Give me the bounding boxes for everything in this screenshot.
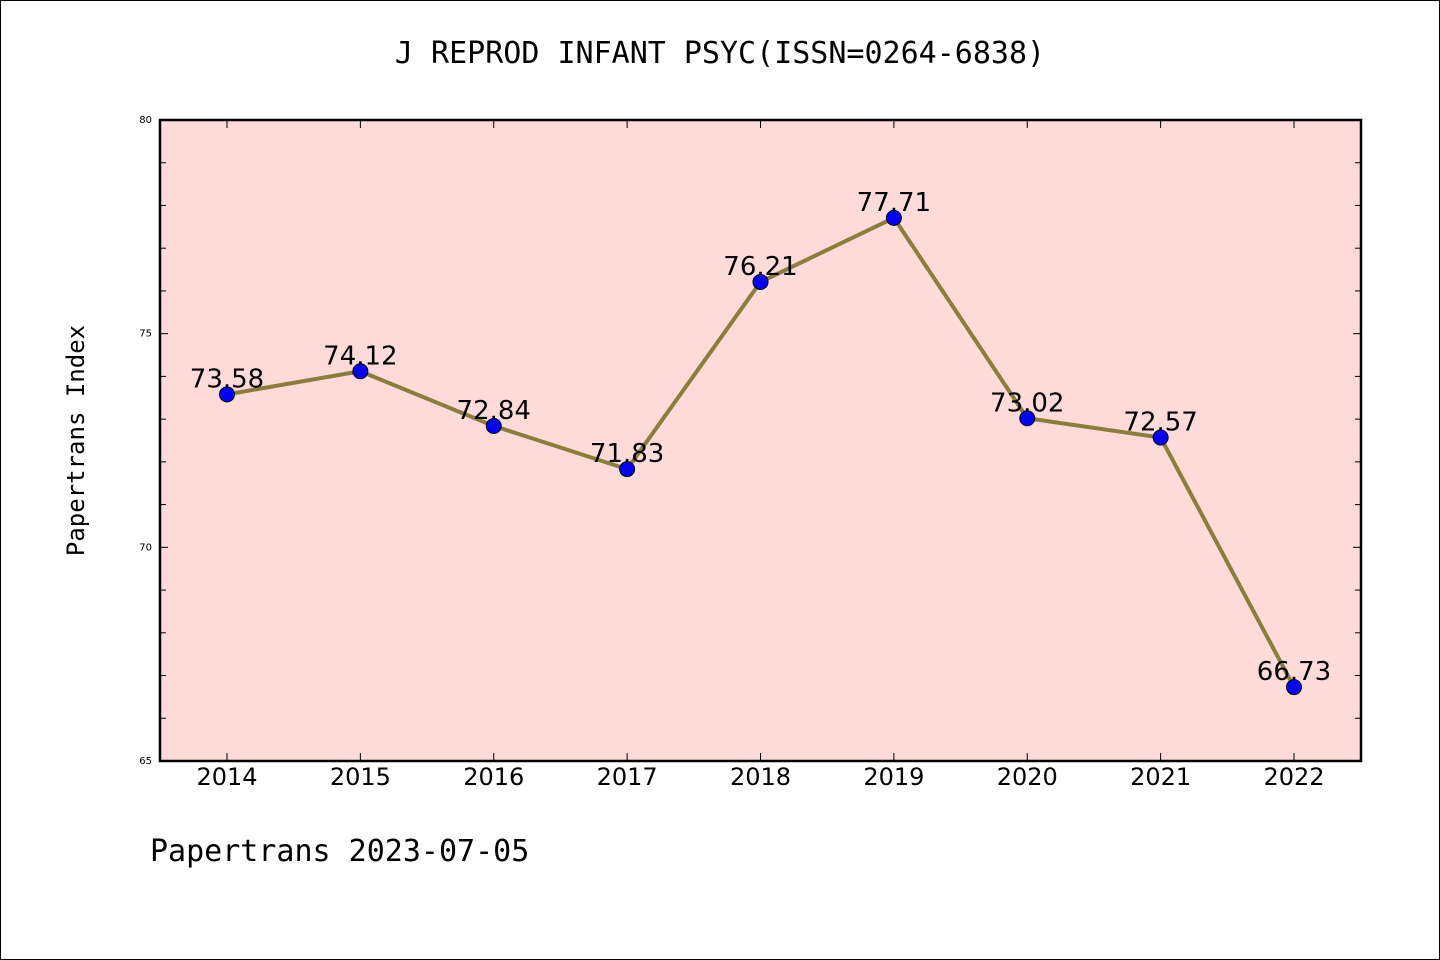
x-axis: 2014 2015 2016 2017 2018 2019 2020 2021 2022 bbox=[196, 120, 1325, 791]
x-tick-label: 2019 bbox=[863, 763, 924, 791]
y-tick-label: 80 bbox=[139, 115, 152, 126]
data-labels-group: 73.58 74.12 72.84 71.83 76.21 77.71 73.02 72.57… bbox=[190, 188, 1331, 687]
data-label: 73.02 bbox=[990, 388, 1064, 418]
data-label: 66.73 bbox=[1257, 657, 1331, 687]
x-tick-label: 2017 bbox=[597, 763, 658, 791]
y-axis: 65 70 75 80 bbox=[139, 115, 1361, 767]
data-label: 76.21 bbox=[723, 252, 797, 282]
data-label: 72.84 bbox=[457, 396, 531, 426]
data-label: 73.58 bbox=[190, 364, 264, 394]
x-tick-label: 2016 bbox=[463, 763, 524, 791]
data-label: 74.12 bbox=[323, 341, 397, 371]
footer-date: Papertrans 2023-07-05 bbox=[150, 834, 530, 869]
data-point-marker bbox=[219, 386, 235, 403]
x-tick-label: 2021 bbox=[1130, 763, 1191, 791]
data-label: 71.83 bbox=[590, 439, 664, 469]
data-point-marker bbox=[485, 417, 502, 434]
chart-title: J REPROD INFANT PSYC(ISSN=0264-6838) bbox=[394, 36, 1046, 71]
data-point-marker bbox=[1286, 679, 1302, 696]
x-tick-label: 2018 bbox=[730, 763, 791, 791]
plot-area bbox=[158, 118, 1363, 763]
x-tick-label: 2022 bbox=[1263, 763, 1324, 791]
y-tick-label: 70 bbox=[139, 542, 152, 553]
x-tick-label: 2015 bbox=[330, 763, 391, 791]
x-tick-label: 2020 bbox=[997, 763, 1058, 791]
data-point-marker bbox=[1152, 429, 1169, 446]
data-label: 77.71 bbox=[857, 188, 931, 218]
data-point-marker bbox=[352, 363, 369, 380]
data-point-marker bbox=[619, 461, 636, 478]
y-axis-title: Papertrans Index bbox=[62, 325, 90, 556]
x-tick-label: 2014 bbox=[196, 763, 257, 791]
data-point-marker bbox=[1019, 410, 1036, 427]
data-point-marker bbox=[752, 273, 769, 290]
data-label: 72.57 bbox=[1123, 408, 1197, 438]
y-tick-label: 75 bbox=[139, 329, 152, 340]
y-tick-label: 65 bbox=[139, 756, 152, 767]
data-point-marker bbox=[885, 209, 902, 226]
markers-group bbox=[219, 209, 1302, 696]
